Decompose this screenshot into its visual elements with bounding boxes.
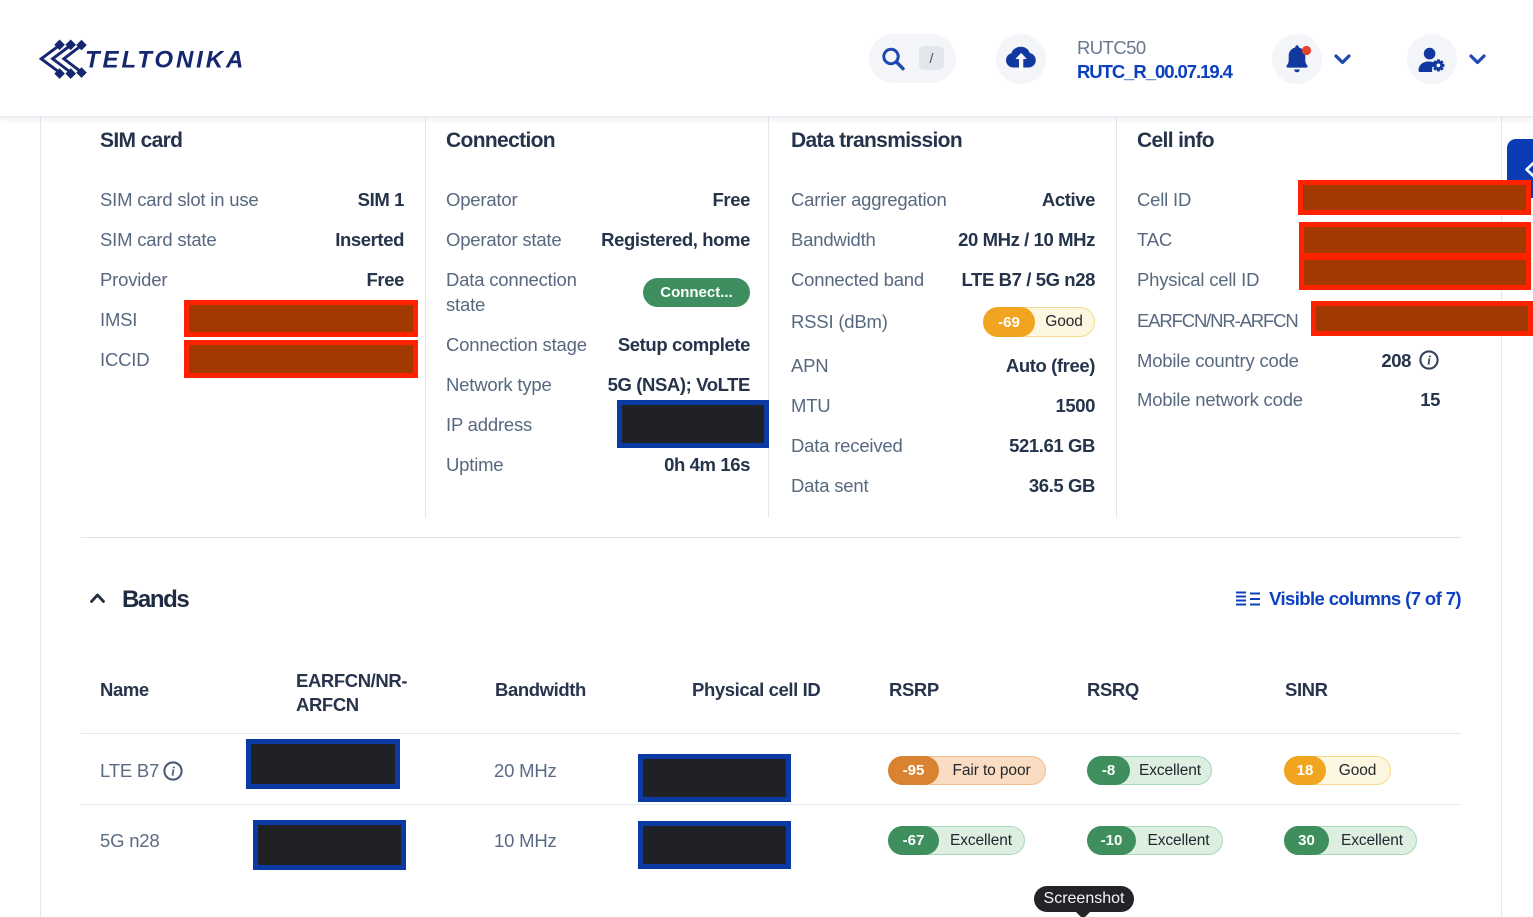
- svg-text:TELTONIKA: TELTONIKA: [85, 47, 246, 74]
- svg-text:i: i: [1427, 353, 1431, 368]
- svg-text:i: i: [171, 764, 175, 779]
